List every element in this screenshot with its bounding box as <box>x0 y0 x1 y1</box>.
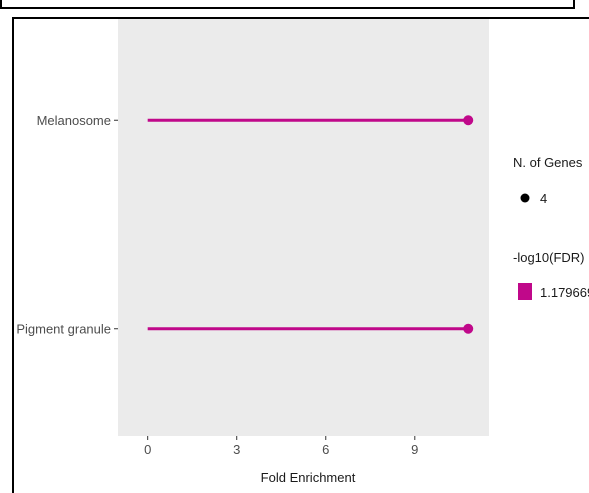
lollipop-dot <box>463 323 474 334</box>
y-tick-label: Melanosome <box>37 113 111 128</box>
plot-panel <box>118 19 489 436</box>
x-tick-label: 3 <box>233 442 240 457</box>
legend-color-title: -log10(FDR) <box>513 250 585 265</box>
lollipop-dot <box>463 115 474 126</box>
x-axis-title: Fold Enrichment <box>261 470 356 485</box>
x-tick-label: 9 <box>411 442 418 457</box>
legend: N. of Genes 4 -log10(FDR) 1.179669 <box>513 155 589 300</box>
y-tick-label: Pigment granule <box>16 321 111 336</box>
outer-frame-top <box>0 0 575 9</box>
legend-size-title: N. of Genes <box>513 155 583 170</box>
legend-color-label: 1.179669 <box>540 285 589 300</box>
legend-size-label: 4 <box>540 191 547 206</box>
legend-color-swatch <box>518 283 532 300</box>
x-tick-label: 6 <box>322 442 329 457</box>
legend-size-dot <box>520 193 530 203</box>
x-tick-label: 0 <box>144 442 151 457</box>
